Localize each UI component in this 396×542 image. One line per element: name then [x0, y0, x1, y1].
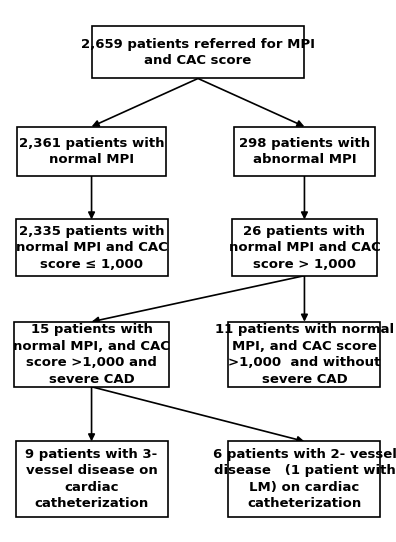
Text: 298 patients with
abnormal MPI: 298 patients with abnormal MPI	[239, 137, 370, 166]
Text: 2,335 patients with
normal MPI and CAC
score ≤ 1,000: 2,335 patients with normal MPI and CAC s…	[16, 224, 168, 270]
FancyBboxPatch shape	[232, 220, 377, 276]
FancyBboxPatch shape	[228, 441, 381, 517]
Text: 15 patients with
normal MPI, and CAC
score >1,000 and
severe CAD: 15 patients with normal MPI, and CAC sco…	[13, 323, 170, 385]
Text: 2,361 patients with
normal MPI: 2,361 patients with normal MPI	[19, 137, 164, 166]
Text: 2,659 patients referred for MPI
and CAC score: 2,659 patients referred for MPI and CAC …	[81, 38, 315, 67]
Text: 11 patients with normal
MPI, and CAC score
>1,000  and without
severe CAD: 11 patients with normal MPI, and CAC sco…	[215, 323, 394, 385]
FancyBboxPatch shape	[234, 127, 375, 176]
FancyBboxPatch shape	[91, 27, 305, 79]
FancyBboxPatch shape	[13, 322, 169, 387]
Text: 6 patients with 2- vessel
disease   (1 patient with
LM) on cardiac
catheterizati: 6 patients with 2- vessel disease (1 pat…	[213, 448, 396, 511]
Text: 26 patients with
normal MPI and CAC
score > 1,000: 26 patients with normal MPI and CAC scor…	[228, 224, 380, 270]
FancyBboxPatch shape	[15, 220, 168, 276]
FancyBboxPatch shape	[228, 322, 381, 387]
FancyBboxPatch shape	[15, 441, 168, 517]
FancyBboxPatch shape	[17, 127, 166, 176]
Text: 9 patients with 3-
vessel disease on
cardiac
catheterization: 9 patients with 3- vessel disease on car…	[25, 448, 158, 511]
